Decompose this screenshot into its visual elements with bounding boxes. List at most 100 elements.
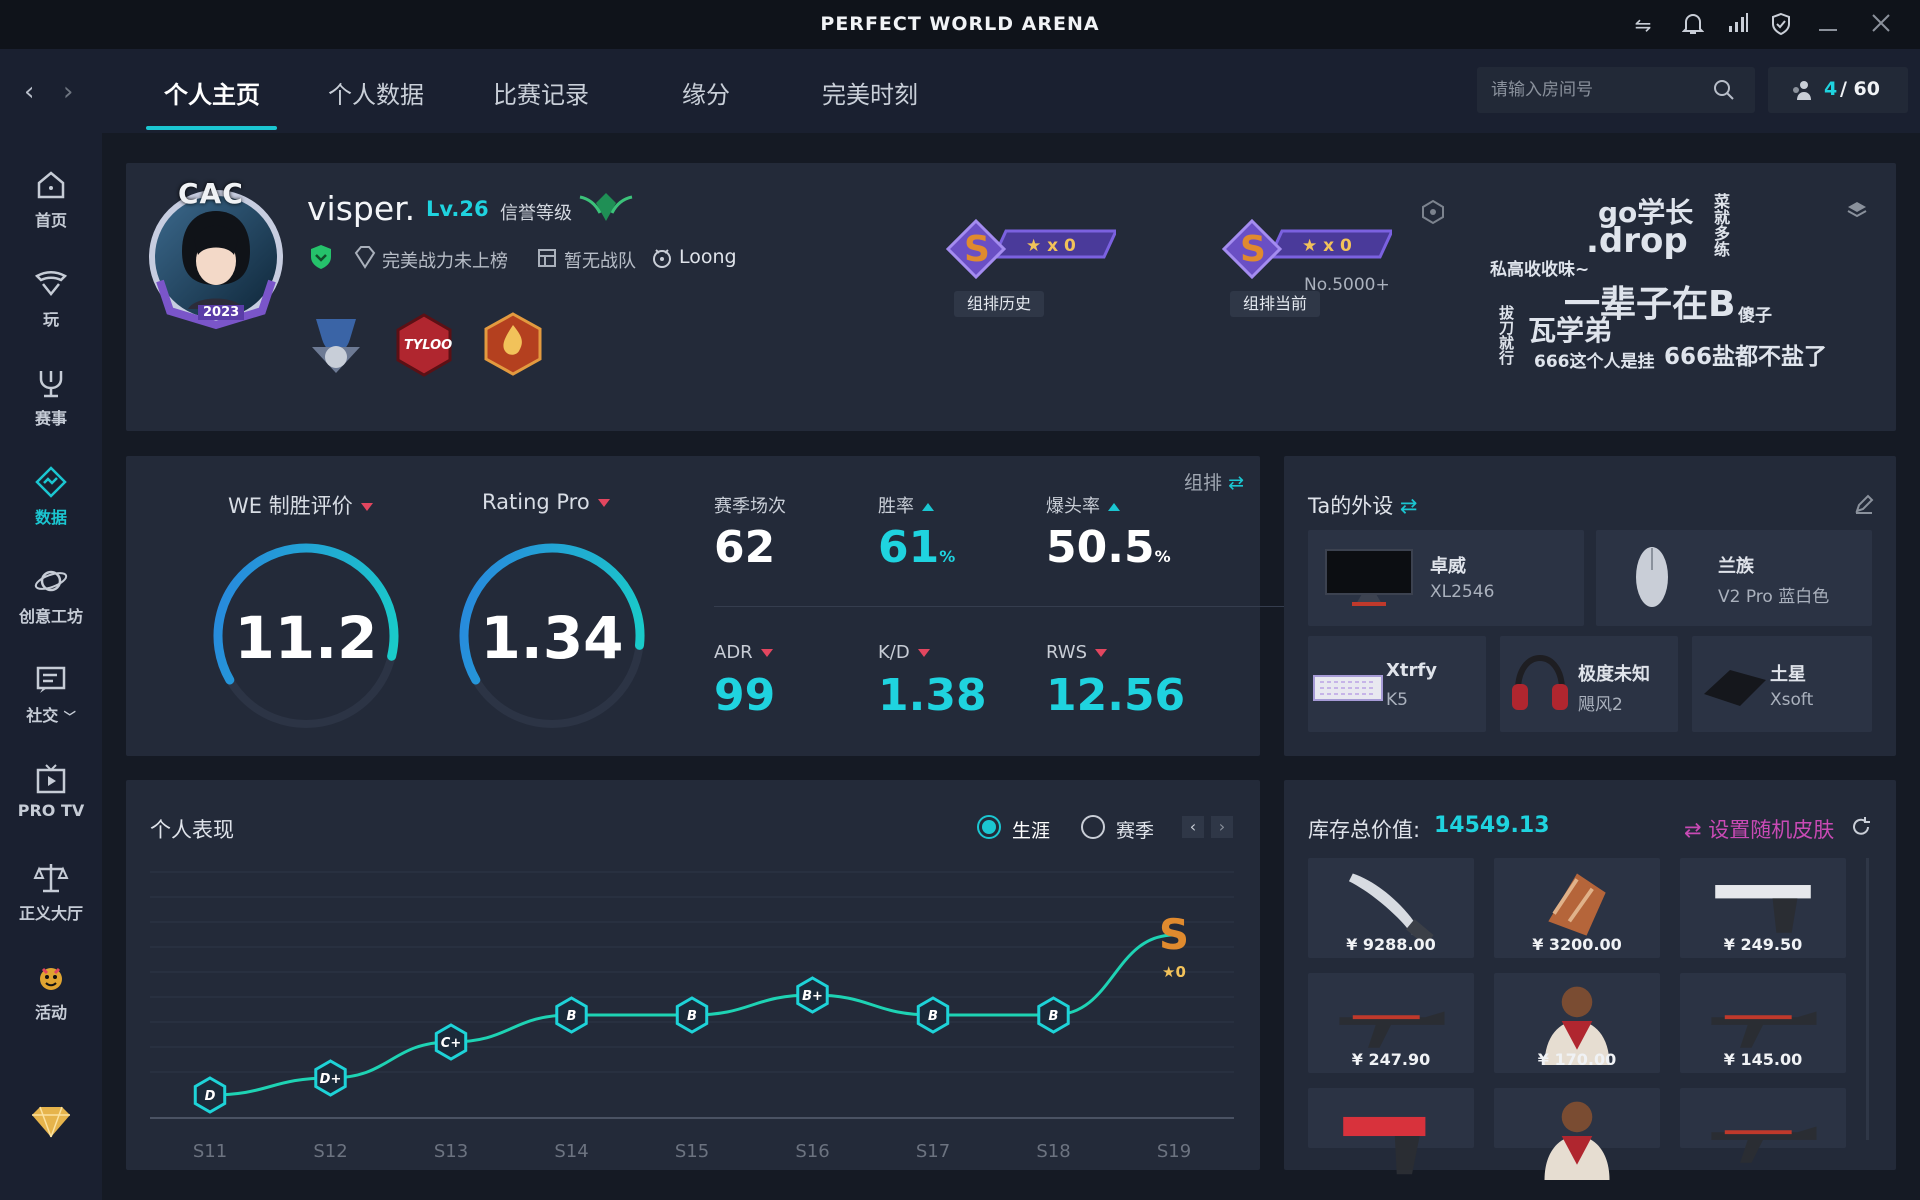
we-label[interactable]: WE 制胜评价	[228, 490, 373, 520]
sidebar-item-home[interactable]: 首页	[0, 157, 102, 245]
grade-marker	[555, 996, 588, 1034]
settings-hex-icon[interactable]	[1420, 199, 1446, 225]
data-icon	[35, 466, 67, 498]
rank-current-position: No.5000+	[1304, 275, 1390, 295]
kd-label: K/D	[878, 642, 930, 663]
inventory-item[interactable]: ¥ 249.50	[1680, 858, 1846, 958]
switch-icon[interactable]: ⇋	[1634, 13, 1652, 37]
inventory-scrollbar[interactable]	[1866, 858, 1869, 1140]
avatar[interactable]	[144, 181, 288, 333]
top-nav: ‹ › 个人主页 个人数据 比赛记录 缘分 完美时刻 4 / 60	[0, 49, 1920, 133]
player-name: visper.	[307, 189, 416, 228]
bell-icon[interactable]	[1680, 12, 1706, 38]
tab-perfect-moments[interactable]: 完美时刻	[822, 81, 918, 109]
avatar-frame-year: 2023	[198, 305, 245, 320]
x-tick-label: S19	[1157, 1141, 1191, 1162]
shuffle-icon: ⇄	[1228, 472, 1244, 494]
mode-label[interactable]: 组排 ⇄	[1184, 472, 1244, 494]
sidebar-item-play[interactable]: 玩	[0, 256, 102, 344]
inventory-item[interactable]: ¥ 3200.00	[1494, 858, 1660, 958]
tab-match-records[interactable]: 比赛记录	[493, 81, 589, 109]
career-radio[interactable]	[976, 814, 1002, 840]
tab-fate[interactable]: 缘分	[682, 81, 730, 109]
mousepad-icon	[1704, 670, 1766, 706]
gear-item-mousepad[interactable]: 土星 Xsoft	[1692, 636, 1872, 732]
gear-title: Ta的外设 ⇄	[1308, 494, 1418, 518]
inventory-item-price: ¥ 170.00	[1537, 1050, 1617, 1069]
gear-item-headset[interactable]: 极度未知 飓风2	[1500, 636, 1678, 732]
winrate-label: 胜率	[878, 492, 934, 518]
grade-stars: ★0	[1162, 963, 1186, 981]
inventory-item[interactable]	[1680, 1088, 1846, 1163]
signal-icon[interactable]	[1725, 12, 1751, 38]
inventory-item[interactable]: ¥ 247.90	[1308, 973, 1474, 1073]
keyboard-icon	[1313, 675, 1383, 701]
cac-trophy-badge-icon[interactable]	[306, 313, 366, 377]
rating-label[interactable]: Rating Pro	[482, 490, 610, 514]
trophy-icon	[39, 371, 63, 398]
rank-current-label: 组排当前	[1230, 291, 1320, 317]
refresh-icon[interactable]	[1850, 816, 1872, 838]
credit-wings-icon[interactable]	[578, 189, 634, 225]
performance-panel: 个人表现 生涯 赛季 ‹ › D S11 D+ S12 C+ S13 B S14 B S15 B+ S…	[126, 780, 1260, 1170]
wordcloud-word: 菜就多练	[1711, 193, 1730, 257]
agent-icon	[1544, 986, 1610, 1065]
shield-check-icon[interactable]	[1768, 12, 1794, 38]
knife-icon	[1348, 873, 1434, 946]
sidebar-item-justice[interactable]: 正义大厅	[0, 850, 102, 938]
team-icon	[538, 249, 556, 267]
sidebar-item-events[interactable]: 赛事	[0, 355, 102, 443]
inventory-item[interactable]	[1494, 1088, 1660, 1180]
edit-icon[interactable]	[1854, 494, 1874, 514]
chart-prev-button[interactable]: ‹	[1182, 816, 1204, 838]
grade-marker	[193, 1076, 227, 1114]
layers-icon[interactable]	[1846, 199, 1868, 221]
inventory-item[interactable]	[1308, 1088, 1474, 1175]
sidebar-item-data[interactable]: 数据	[0, 454, 102, 542]
diamond-rank-icon	[354, 246, 376, 269]
vip-diamond-icon[interactable]	[28, 1105, 74, 1141]
close-icon[interactable]	[1868, 12, 1894, 38]
player-level: Lv.26	[426, 197, 489, 221]
we-gauge-arc	[213, 543, 399, 729]
shuffle-icon: ⇄	[1399, 494, 1418, 518]
gear-item-mouse[interactable]: 兰族 V2 Pro 蓝白色	[1596, 530, 1872, 626]
season-option-label[interactable]: 赛季	[1116, 820, 1155, 842]
room-counter[interactable]: 4 / 60	[1768, 67, 1908, 113]
room-count: 4	[1824, 78, 1838, 100]
inventory-item[interactable]: ¥ 170.00	[1494, 973, 1660, 1073]
sidebar-item-workshop[interactable]: 创意工坊	[0, 553, 102, 641]
inventory-item[interactable]: ¥ 9288.00	[1308, 858, 1474, 958]
stats-panel: 组排 ⇄ WE 制胜评价 11.2 Rating Pro 1.34 赛季场次 6…	[126, 456, 1284, 756]
tyloo-badge-icon[interactable]	[394, 313, 454, 377]
inventory-item-price: ¥ 247.90	[1351, 1050, 1431, 1069]
inventory-item[interactable]: ¥ 145.00	[1680, 973, 1846, 1073]
gear-item-keyboard[interactable]: Xtrfy K5	[1308, 636, 1486, 732]
gear-item-monitor[interactable]: 卓威 XL2546	[1308, 530, 1584, 626]
tab-personal-data[interactable]: 个人数据	[328, 81, 424, 109]
agent-icon	[1544, 1101, 1610, 1180]
x-tick-label: S15	[675, 1141, 709, 1162]
forward-arrow-icon[interactable]: ›	[63, 77, 74, 107]
sidebar-item-events-activity[interactable]: 活动	[0, 949, 102, 1037]
app-title: PERFECT WORLD ARENA	[820, 13, 1100, 35]
sidebar-item-pro-tv[interactable]: PRO TV	[0, 751, 102, 839]
tab-profile[interactable]: 个人主页	[164, 81, 260, 109]
headshot-label: 爆头率	[1046, 492, 1120, 518]
career-option-label[interactable]: 生涯	[1012, 820, 1051, 842]
credit-level-label: 信誉等级	[500, 203, 572, 224]
search-icon[interactable]	[1713, 79, 1735, 101]
chart-next-button[interactable]: ›	[1211, 816, 1233, 838]
x-tick-label: S17	[916, 1141, 950, 1162]
back-arrow-icon[interactable]: ‹	[24, 77, 35, 107]
season-radio[interactable]	[1080, 814, 1106, 840]
wordcloud-word: 傻子	[1738, 306, 1772, 326]
we-gauge	[213, 543, 399, 729]
room-search-input[interactable]	[1491, 76, 1711, 104]
random-skin-button[interactable]: ⇄ 设置随机皮肤	[1684, 818, 1835, 842]
rank-history-badge[interactable]	[946, 219, 1116, 279]
rank-current-badge[interactable]	[1222, 219, 1392, 279]
flame-shield-badge-icon[interactable]	[480, 311, 546, 377]
minimize-icon[interactable]	[1815, 12, 1841, 38]
sidebar-item-social[interactable]: 社交 ﹀	[0, 652, 102, 740]
